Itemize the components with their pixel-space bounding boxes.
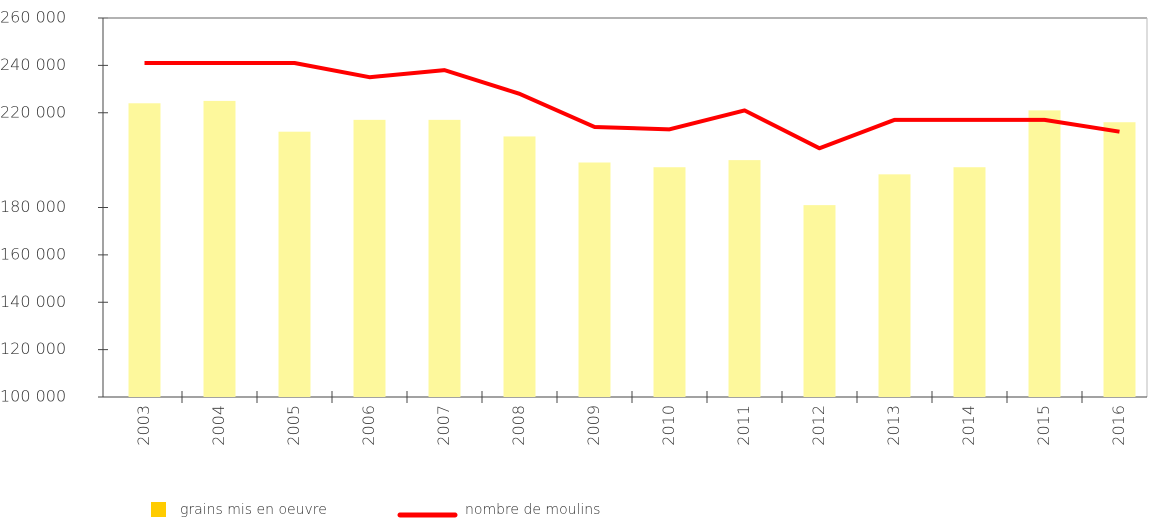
y-tick-label: 140 000 — [0, 292, 66, 311]
bar — [803, 205, 836, 397]
x-tick-label: 2012 — [809, 405, 828, 446]
legend-label: grains mis en oeuvre — [180, 502, 327, 518]
bar — [653, 167, 686, 397]
x-tick-label: 2004 — [209, 405, 228, 446]
line-series — [144, 61, 1120, 151]
bar — [1103, 122, 1136, 397]
bar — [203, 100, 236, 397]
bar — [1028, 110, 1061, 397]
y-tick-label: 160 000 — [0, 244, 66, 263]
x-tick-label: 2006 — [359, 405, 378, 446]
x-tick-label: 2011 — [734, 405, 753, 446]
y-tick-label: 240 000 — [0, 55, 66, 74]
x-tick-label: 2015 — [1034, 405, 1053, 446]
bar — [878, 174, 911, 397]
bar — [278, 131, 311, 397]
x-tick-label: 2008 — [509, 405, 528, 446]
y-tick-label: 100 000 — [0, 387, 66, 406]
x-tick-label: 2009 — [584, 405, 603, 446]
x-tick-label: 2003 — [134, 405, 153, 446]
x-tick-label: 2013 — [884, 405, 903, 446]
y-tick-label: 180 000 — [0, 197, 66, 216]
x-tick-label: 2007 — [434, 405, 453, 446]
bar — [953, 167, 986, 397]
bar — [428, 119, 461, 397]
bar — [728, 160, 761, 397]
y-tick-label: 220 000 — [0, 102, 66, 121]
bar — [353, 119, 386, 397]
legend-label: nombre de moulins — [465, 502, 600, 518]
bar — [128, 103, 161, 398]
legend-swatch — [151, 502, 166, 517]
x-tick-label: 2016 — [1109, 405, 1128, 446]
bar — [503, 136, 536, 397]
y-tick-label: 120 000 — [0, 339, 66, 358]
y-tick-label: 260 000 — [0, 8, 66, 27]
x-tick-label: 2010 — [659, 405, 678, 446]
x-tick-label: 2014 — [959, 405, 978, 446]
bar — [578, 162, 611, 397]
x-tick-label: 2005 — [284, 405, 303, 446]
